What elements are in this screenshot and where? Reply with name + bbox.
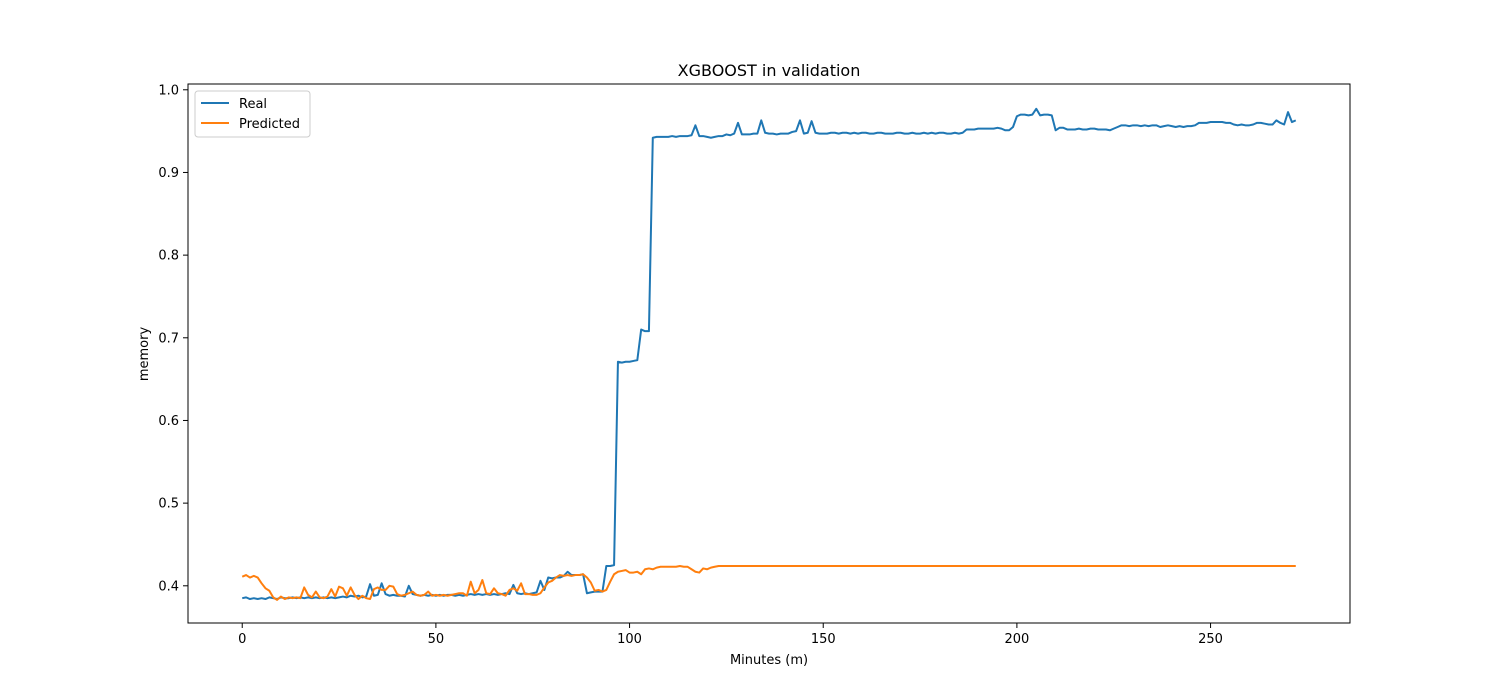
chart-title: XGBOOST in validation [678, 61, 861, 80]
legend-label-real: Real [239, 97, 267, 112]
x-tick-label: 200 [1004, 632, 1029, 647]
y-tick-label: 0.5 [158, 497, 179, 512]
y-tick-label: 0.7 [158, 331, 179, 346]
y-tick-label: 0.9 [158, 166, 179, 181]
y-tick-label: 1.0 [158, 83, 179, 98]
y-tick-label: 0.8 [158, 249, 179, 264]
axes-frame [187, 83, 1351, 624]
x-tick-label: 50 [428, 632, 445, 647]
x-axis-label: Minutes (m) [730, 653, 808, 668]
legend: Real Predicted [194, 90, 311, 138]
y-tick-label: 0.6 [158, 414, 179, 429]
x-tick-label: 100 [617, 632, 642, 647]
x-tick-label: 0 [238, 632, 246, 647]
plot-area [241, 107, 1297, 601]
series-line-real [242, 107, 1297, 601]
axis-ticks: 0 50 100 150 200 250 0.4 0.5 0.6 0.7 0.8 0.9 1.0 [158, 83, 1223, 647]
legend-label-predicted: Predicted [239, 117, 300, 132]
x-tick-label: 150 [811, 632, 836, 647]
y-axis-label: memory [137, 327, 152, 382]
series-line-predicted [241, 564, 1296, 601]
x-tick-label: 250 [1198, 632, 1223, 647]
y-tick-label: 0.4 [158, 579, 179, 594]
